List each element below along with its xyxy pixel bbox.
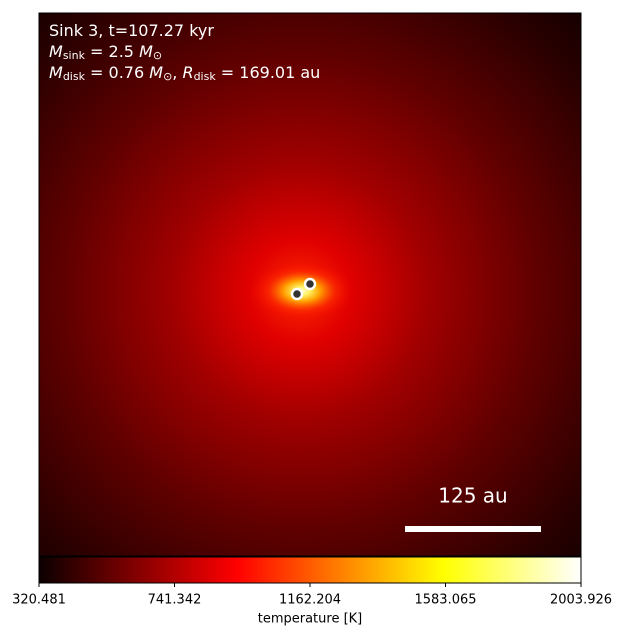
annotation-segment: disk [194, 70, 217, 83]
annotation-line: Mdisk = 0.76 M⊙, Rdisk = 169.01 au [49, 63, 320, 84]
annotation-segment: ⊙ [153, 49, 162, 62]
annotation-segment: = 169.01 au [216, 63, 321, 82]
colorbar-tick-label: 1162.204 [279, 593, 341, 608]
annotation-segment: , [172, 63, 182, 82]
sink-particle [290, 287, 304, 301]
colorbar [38, 556, 582, 584]
scale-bar [405, 526, 541, 532]
annotation-segment: M [149, 63, 163, 82]
axes-frame [38, 12, 582, 557]
annotation-segment: Sink 3, t=107.27 kyr [49, 21, 214, 40]
annotation-segment: M [49, 42, 63, 61]
annotation-segment: M [139, 42, 153, 61]
annotation-segment: sink [63, 49, 86, 62]
annotation-line: Msink = 2.5 M⊙ [49, 42, 162, 63]
annotation-segment: = 0.76 [85, 63, 149, 82]
colorbar-tick-label: 2003.926 [550, 593, 612, 608]
colorbar-tick-label: 320.481 [12, 593, 66, 608]
annotation-segment: disk [63, 70, 86, 83]
annotation-segment: M [49, 63, 63, 82]
colorbar-tick-label: 1583.065 [414, 593, 476, 608]
annotation-line: Sink 3, t=107.27 kyr [49, 21, 214, 40]
annotation-segment: ⊙ [163, 70, 172, 83]
annotation-segment: R [182, 63, 193, 82]
annotation-segment: = 2.5 [85, 42, 139, 61]
colorbar-label: temperature [K] [258, 612, 363, 627]
colorbar-tick-label: 741.342 [148, 593, 202, 608]
sink-particle [303, 277, 317, 291]
scale-bar-label: 125 au [438, 484, 507, 508]
